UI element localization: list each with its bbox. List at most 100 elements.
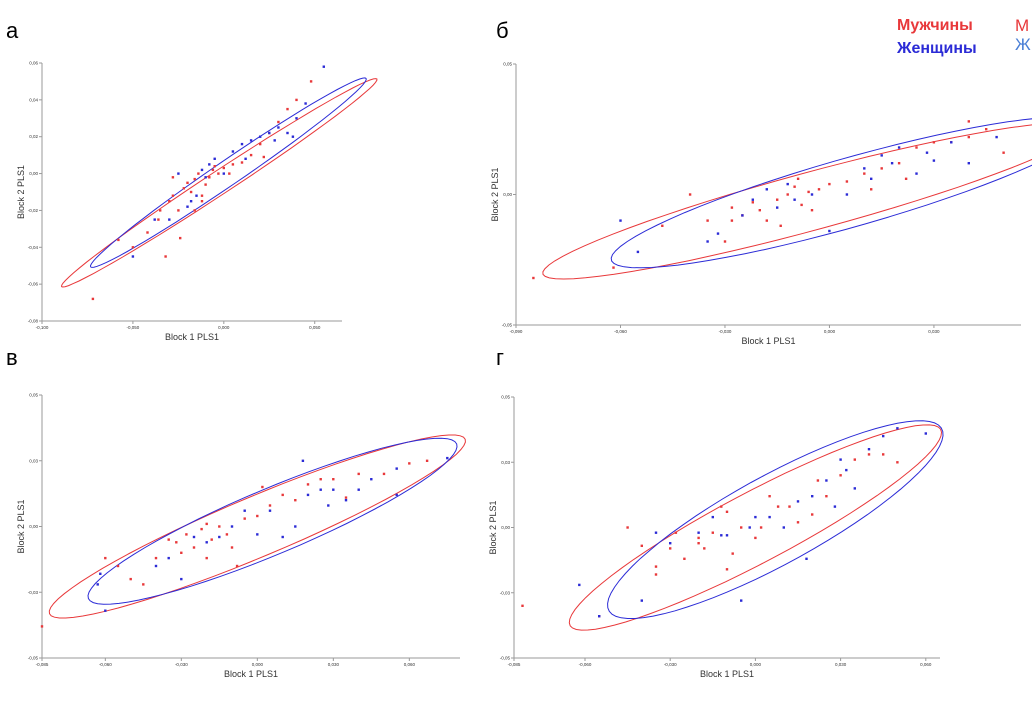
women-point [867, 448, 871, 451]
women-point [213, 157, 216, 160]
panel-letter-a: а [6, 18, 19, 43]
women-ellipse [610, 118, 1032, 269]
y-axis-title: Block 2 PLS1 [16, 165, 26, 219]
men-point [807, 190, 810, 194]
x-tick-label: -0,030 [664, 662, 677, 667]
men-point [249, 153, 253, 157]
men-point [723, 240, 727, 243]
women-point [786, 182, 789, 186]
women-point [205, 541, 208, 544]
y-tick-label: 0,03 [29, 458, 38, 463]
women-point [720, 534, 723, 537]
men-point [730, 206, 734, 209]
y-tick-label: -0,05 [28, 656, 39, 661]
women-point [882, 434, 885, 438]
men-point [240, 161, 244, 164]
men-point [268, 504, 272, 507]
men-point [425, 459, 429, 462]
women-point [301, 459, 305, 462]
men-point [116, 564, 120, 568]
women-point [322, 65, 325, 68]
women-point [640, 599, 643, 602]
x-tick-label: 0,030 [835, 662, 847, 667]
y-tick-label: 0,04 [29, 97, 38, 102]
men-point [867, 453, 871, 456]
x-tick-label: 0,050 [309, 325, 321, 330]
women-point [716, 232, 720, 235]
men-point [896, 461, 899, 464]
y-tick-label: 0,06 [29, 61, 38, 66]
men-point [281, 493, 284, 497]
panel-letter-v: в [6, 345, 18, 370]
x-tick-label: 0,030 [928, 329, 940, 334]
men-point [688, 193, 692, 196]
men-point [186, 181, 189, 184]
women-point [793, 198, 796, 201]
men-point [932, 141, 936, 144]
men-point [796, 177, 800, 180]
men-point [793, 185, 796, 188]
men-point [182, 187, 185, 190]
panel-letter-b: б [496, 18, 509, 43]
men-point [175, 541, 178, 544]
men-point [225, 533, 229, 536]
women-point [776, 206, 779, 209]
women-point [825, 479, 828, 482]
chart-b: -0,05 0,00 0,05 -0,090 -0,060 -0,030 0,000 0,03… [490, 62, 1032, 346]
men-point [751, 201, 754, 204]
women-point [244, 157, 247, 160]
men-point [91, 297, 95, 301]
men-point [231, 163, 235, 166]
y-tick-label: 0,02 [29, 134, 38, 139]
men-point [720, 505, 723, 508]
men-point [800, 203, 803, 207]
women-point [446, 456, 449, 460]
men-point [828, 182, 831, 186]
men-point [171, 194, 175, 197]
men-point [159, 209, 162, 212]
men-ellipse [542, 124, 1032, 280]
men-point [612, 266, 615, 269]
men-point [765, 219, 768, 222]
y-tick-label: -0,05 [502, 323, 513, 328]
x-axis-title: Block 1 PLS1 [224, 669, 278, 679]
women-point [104, 609, 107, 612]
men-point [344, 496, 348, 499]
x-tick-label: 0,000 [824, 329, 836, 334]
men-point [262, 155, 265, 159]
men-point [197, 172, 200, 175]
x-axis-title: Block 1 PLS1 [165, 332, 219, 342]
men-point [193, 177, 196, 181]
men-point [654, 565, 658, 568]
women-point [222, 172, 225, 175]
men-point [626, 526, 629, 529]
y-tick-label: -0,03 [500, 590, 511, 595]
legend-women: Женщины [897, 40, 977, 57]
women-point [273, 139, 276, 142]
women-point [725, 534, 729, 537]
women-point [304, 102, 307, 105]
women-point [805, 557, 808, 560]
men-point [731, 552, 734, 555]
men-point [796, 521, 800, 524]
women-point [811, 495, 814, 498]
men-point [730, 219, 734, 222]
men-point [882, 453, 885, 456]
men-point [817, 188, 821, 191]
men-point [131, 246, 135, 249]
men-point [261, 485, 264, 489]
men-point [217, 172, 220, 175]
men-point [669, 547, 672, 550]
x-tick-label: -0,030 [175, 662, 188, 667]
women-point [833, 505, 837, 508]
women-point [598, 615, 601, 618]
men-point [706, 219, 709, 222]
chart-g: -0,05 -0,03 0,00 0,03 0,05 -0,085 -0,060 -0,030… [488, 395, 944, 679]
y-tick-label: 0,00 [501, 525, 510, 530]
women-point [332, 488, 335, 491]
men-point [725, 510, 729, 513]
women-point [697, 531, 700, 534]
men-ellipse [568, 424, 943, 631]
women-point [295, 117, 298, 120]
men-point [408, 462, 411, 465]
